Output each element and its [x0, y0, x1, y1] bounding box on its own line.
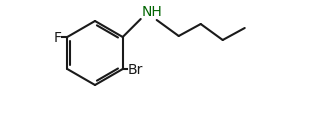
Text: NH: NH: [142, 5, 162, 19]
Text: F: F: [53, 31, 61, 45]
Text: Br: Br: [128, 62, 143, 76]
